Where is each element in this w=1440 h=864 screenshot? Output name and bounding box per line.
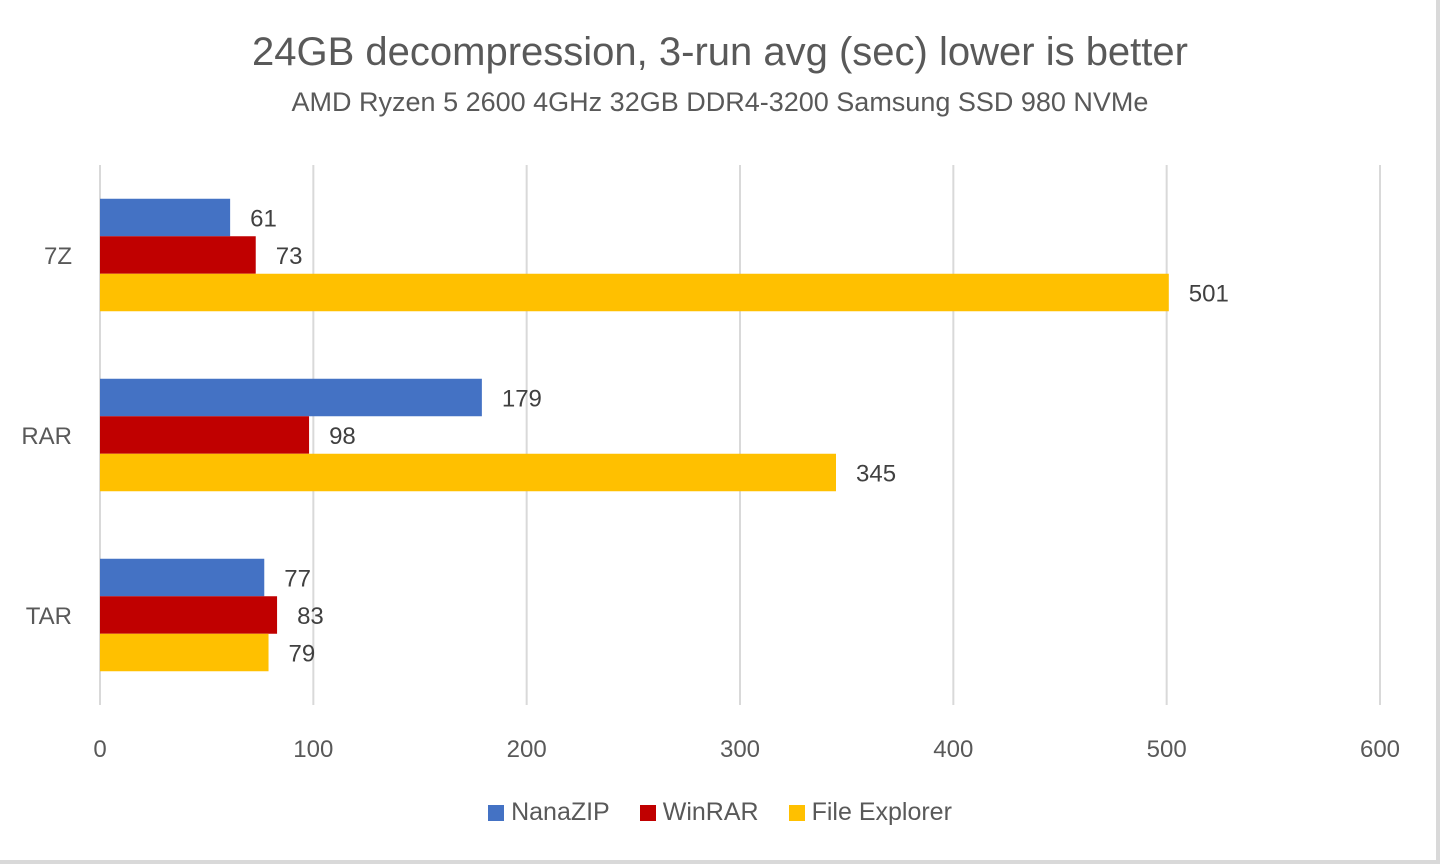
data-label: 83 (297, 603, 324, 630)
legend-label: NanaZIP (511, 798, 610, 826)
bar-file-explorer-rar (100, 453, 836, 492)
chart-title: 24GB decompression, 3-run avg (sec) lowe… (252, 30, 1188, 74)
x-tick-label: 500 (1147, 736, 1187, 763)
bar-file-explorer-tar (100, 633, 269, 672)
data-label: 345 (856, 461, 896, 488)
bar-nanazip-tar (100, 558, 265, 597)
x-tick-label: 400 (933, 736, 973, 763)
legend-label: File Explorer (811, 798, 952, 826)
labels: 0 100 200 300 400 500 600 7Z 61 73 501 RAR 179 98 345 T… (21, 206, 1400, 764)
legend-item-file-explorer: File Explorer (788, 798, 952, 827)
bar-winrar-7z (100, 236, 256, 274)
data-label: 98 (329, 423, 356, 450)
bars (100, 198, 1169, 672)
legend-item-nanazip: NanaZIP (488, 798, 610, 827)
x-tick-label: 0 (93, 736, 106, 763)
data-label: 77 (284, 566, 311, 593)
x-tick-label: 600 (1360, 736, 1400, 763)
bar-winrar-tar (100, 596, 278, 634)
bar-file-explorer-7z (100, 273, 1169, 312)
category-label: 7Z (44, 243, 72, 270)
bar-winrar-rar (100, 416, 310, 454)
legend-swatch (639, 804, 656, 821)
chart-subtitle: AMD Ryzen 5 2600 4GHz 32GB DDR4-3200 Sam… (291, 87, 1149, 117)
category-label: TAR (26, 603, 72, 630)
x-tick-label: 200 (507, 736, 547, 763)
legend-label: WinRAR (662, 798, 759, 826)
legend-item-winrar: WinRAR (639, 798, 759, 827)
x-tick-label: 100 (293, 736, 333, 763)
legend: NanaZIP WinRAR File Explorer (0, 798, 1440, 827)
data-label: 73 (276, 243, 303, 270)
bar-nanazip-7z (100, 198, 231, 237)
bar-nanazip-rar (100, 378, 482, 417)
data-label: 79 (289, 641, 316, 668)
x-tick-label: 300 (720, 736, 760, 763)
data-label: 179 (502, 386, 542, 413)
data-label: 501 (1189, 281, 1229, 308)
category-label: RAR (21, 423, 72, 450)
legend-swatch (788, 804, 805, 821)
legend-swatch (488, 804, 505, 821)
data-label: 61 (250, 206, 277, 233)
